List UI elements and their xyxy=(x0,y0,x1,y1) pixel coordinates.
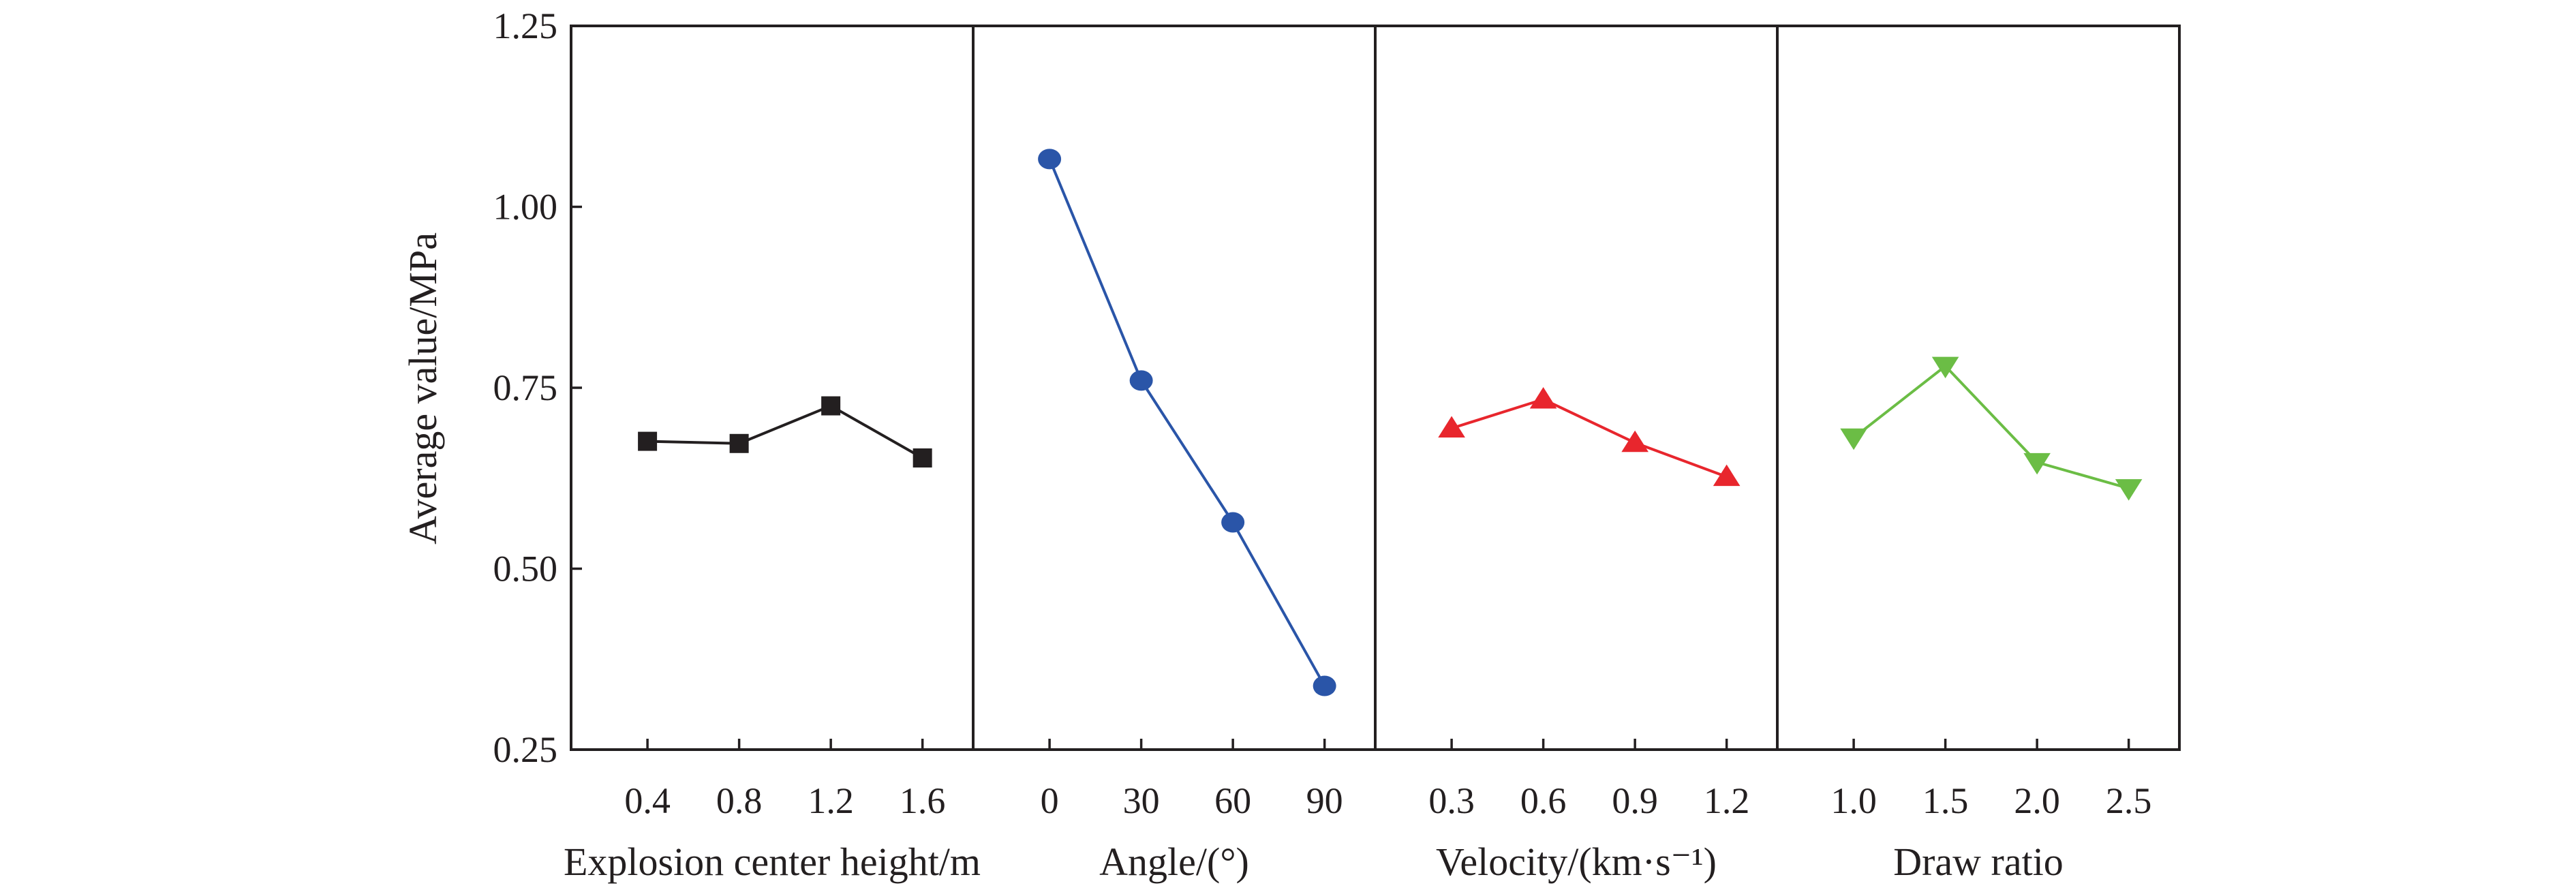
y-tick-label: 0.25 xyxy=(493,729,558,770)
plot-area: 0.250.500.751.001.250.4 0.8 1.2 1.6Explosio… xyxy=(493,5,2181,884)
series-line xyxy=(647,404,923,459)
x-tick-label: 2.5 xyxy=(2106,780,2152,821)
series-line xyxy=(1852,364,2130,490)
x-tick-label: 30 xyxy=(1123,780,1160,821)
data-point xyxy=(1931,356,1959,379)
y-tick-label: 0.50 xyxy=(493,549,558,589)
data-point xyxy=(1129,370,1153,391)
data-point xyxy=(1038,149,1062,170)
data-point xyxy=(2023,452,2051,475)
x-tick-label: 2.0 xyxy=(2014,780,2060,821)
x-tick-label: 1.0 xyxy=(1830,780,1877,821)
y-axis-label: Average value/MPa xyxy=(401,232,445,544)
x-tick-label: 0.3 xyxy=(1428,780,1475,821)
series-line xyxy=(1048,158,1326,687)
data-point xyxy=(913,448,932,468)
x-axis-label: Draw ratio xyxy=(1893,840,2064,884)
y-tick-label: 0.75 xyxy=(493,367,558,408)
x-axis-label: Velocity/(km·s⁻¹) xyxy=(1436,840,1717,884)
data-point xyxy=(638,431,658,451)
x-tick-label: 0.8 xyxy=(716,780,763,821)
x-tick-label: 1.5 xyxy=(1922,780,1969,821)
data-point xyxy=(2115,479,2143,501)
x-tick-label: 0 xyxy=(1041,780,1059,821)
x-tick-label: 60 xyxy=(1214,780,1251,821)
y-tick-label: 1.25 xyxy=(493,5,558,46)
x-tick-label: 90 xyxy=(1306,780,1343,821)
x-axis-label: Angle/(°) xyxy=(1099,840,1249,884)
y-tick-label: 1.00 xyxy=(493,187,558,228)
data-point xyxy=(1438,416,1465,438)
x-tick-label: 1.2 xyxy=(808,780,854,821)
data-point xyxy=(1621,430,1649,452)
data-point xyxy=(821,396,841,416)
x-axis-label: Explosion center height/m xyxy=(564,840,981,884)
data-point xyxy=(729,433,749,453)
x-tick-label: 1.6 xyxy=(900,780,946,821)
data-point xyxy=(1221,512,1245,533)
x-tick-label: 0.4 xyxy=(624,780,671,821)
data-point xyxy=(1529,386,1557,409)
series-line xyxy=(1451,397,1728,478)
x-tick-label: 0.6 xyxy=(1520,780,1567,821)
data-point xyxy=(1840,428,1867,450)
data-point xyxy=(1713,464,1741,487)
x-tick-label: 0.9 xyxy=(1612,780,1658,821)
x-tick-label: 1.2 xyxy=(1704,780,1750,821)
data-point xyxy=(1313,675,1336,696)
